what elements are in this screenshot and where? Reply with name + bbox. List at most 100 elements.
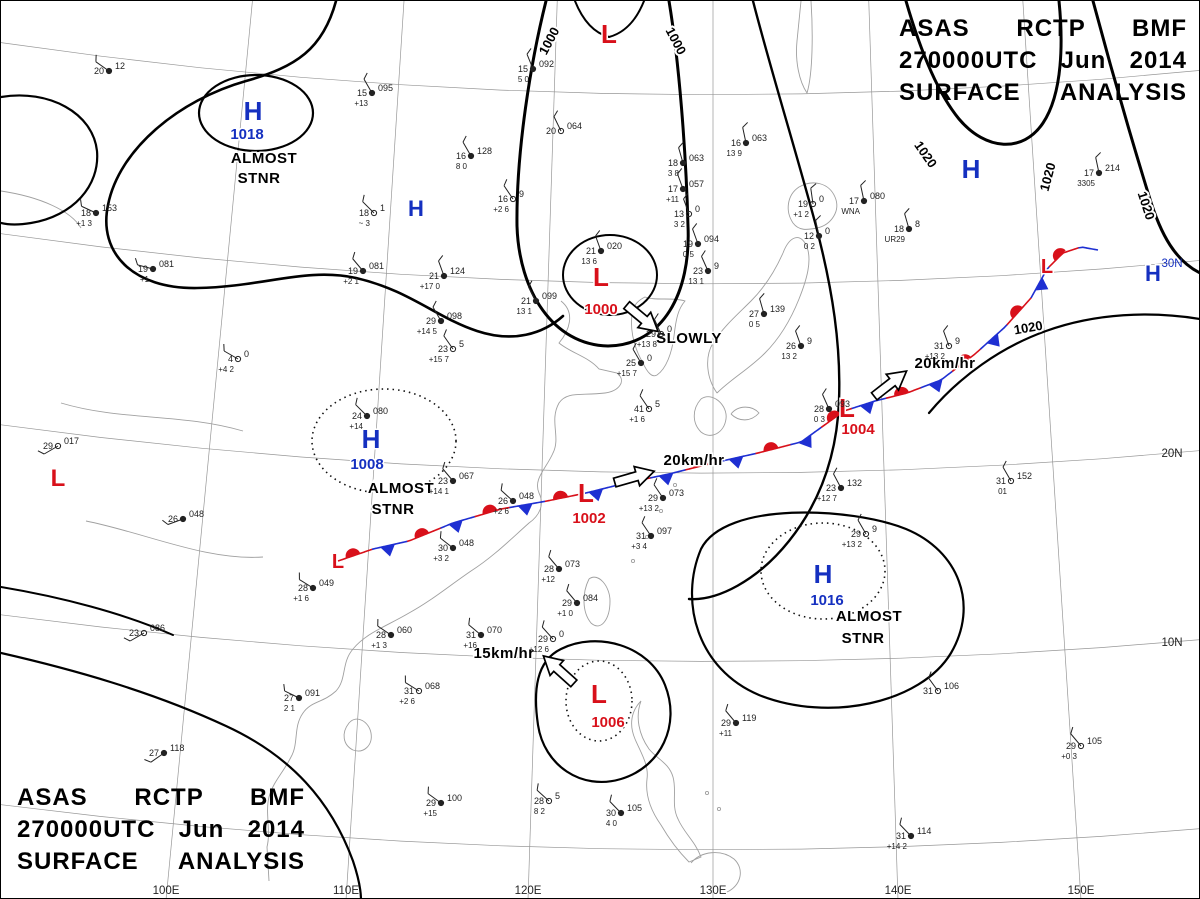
cold-front-symbol (928, 379, 943, 393)
station-extra: 13 9 (726, 149, 742, 158)
island (716, 806, 722, 812)
station-pressure: 0 (819, 194, 824, 204)
front-line (440, 525, 445, 529)
station-pressure: 114 (917, 826, 931, 836)
station-temp: 19 (683, 239, 693, 249)
station-pressure: 049 (319, 578, 334, 588)
cold-front-symbol (859, 401, 875, 415)
wind-barb-tick (439, 531, 442, 539)
station-pressure: 060 (397, 625, 412, 635)
station-temp: 17 (668, 184, 678, 194)
station-pressure: 091 (305, 688, 320, 698)
station-pressure: 105 (627, 803, 642, 813)
front-line (650, 476, 655, 479)
pressure-center-H-1008: H (362, 424, 381, 454)
front-line (774, 446, 780, 450)
front-line (462, 518, 468, 521)
station-temp: 29 (426, 798, 436, 808)
pressure-center-L: L (332, 551, 344, 573)
pressure-center-H-1016: H (814, 559, 833, 589)
station-plot: 27 091 2 1 (283, 683, 320, 713)
wind-barb-tick (653, 478, 658, 485)
station-circle (637, 359, 645, 367)
station-temp: 29 (721, 718, 731, 728)
station-temp: 17 (1084, 168, 1094, 178)
station-plot: 31 097 +3 4 (631, 516, 672, 551)
front-line (1059, 252, 1065, 257)
longitude-label: 140E (885, 885, 912, 897)
station-extra: 0 5 (749, 320, 761, 329)
front-line (790, 442, 795, 446)
station-circle (529, 65, 537, 73)
station-temp: 30 (606, 808, 616, 818)
cold-front-symbol (517, 503, 533, 516)
station-temp: 29 (426, 316, 436, 326)
cold-front-symbol (986, 333, 1000, 347)
longitude-label: 110E (333, 885, 359, 897)
annotation: 20km/hr (914, 355, 975, 372)
wind-barb-tick (899, 817, 902, 825)
station-temp: 28 (814, 404, 824, 414)
annotation: ALMOST (231, 150, 297, 167)
front-line (991, 334, 997, 340)
front-line (945, 373, 950, 377)
parallel (1, 614, 1199, 662)
station-circle (1095, 169, 1103, 177)
station-plot: 26 048 +2 6 (493, 483, 534, 516)
front-line (677, 470, 683, 473)
coastline (787, 182, 838, 230)
front-line (399, 541, 404, 544)
station-plot: 21 020 13 6 (581, 230, 622, 266)
station-plot: 29 100 +15 (423, 786, 462, 818)
station-extra: +2 1 (343, 277, 359, 286)
station-pressure: 9 (519, 189, 524, 199)
wind-barb-tick (742, 122, 749, 128)
station-extra: 13 1 (516, 307, 532, 316)
station-pressure: 094 (704, 234, 719, 244)
front-line (478, 513, 483, 517)
station-plot: 30 105 4 0 (606, 794, 642, 828)
station-plot: 29 098 +14 5 (417, 300, 462, 336)
front-line (681, 469, 686, 472)
station-temp: 18 (359, 208, 369, 218)
station-temp: 24 (352, 411, 362, 421)
front-line (961, 360, 966, 365)
station-pressure: 063 (752, 133, 767, 143)
station-plot: 20 064 (546, 110, 582, 136)
station-plot: 29 119 +11 (719, 703, 756, 738)
front-line (716, 460, 721, 464)
title-block-top: ASAS RCTP BMF 270000UTC Jun 2014 SURFACE… (899, 13, 1187, 109)
station-extra: +3 2 (433, 554, 449, 563)
station-temp: 20 (94, 66, 104, 76)
front-line (443, 524, 449, 528)
station-pressure: 0 (667, 324, 672, 334)
wind-barb-tick (144, 759, 152, 763)
station-circle (934, 687, 942, 695)
pressure-value: 1018 (230, 126, 263, 143)
pressure-value: 1008 (350, 456, 383, 473)
annotation: ALMOST (368, 480, 434, 497)
front-line (954, 365, 960, 370)
station-plot: 23 132 +12 7 (817, 467, 862, 503)
station-circle (862, 530, 870, 538)
station-pressure: 118 (170, 743, 184, 753)
station-plot: 29 0 +12 6 (529, 620, 564, 654)
station-plot: 26 048 (162, 509, 204, 525)
station-extra: +14 2 (887, 842, 908, 851)
station-circle (370, 209, 378, 217)
station-plot: 29 0 +13 8 (637, 313, 672, 349)
station-pressure: 8 (915, 219, 920, 229)
front-line (1048, 263, 1053, 268)
station-circle (760, 310, 768, 318)
warm-front-symbol (826, 410, 841, 423)
station-plot: 29 017 (37, 436, 79, 455)
front-line (1051, 260, 1056, 265)
front-line (414, 536, 419, 540)
front-line (429, 530, 434, 534)
station-plot: 24 080 +14 (349, 397, 388, 431)
station-temp: 31 (404, 686, 414, 696)
station-plot: 27 139 0 5 (749, 293, 785, 329)
front-line (474, 514, 480, 518)
station-pressure: 017 (64, 436, 79, 446)
